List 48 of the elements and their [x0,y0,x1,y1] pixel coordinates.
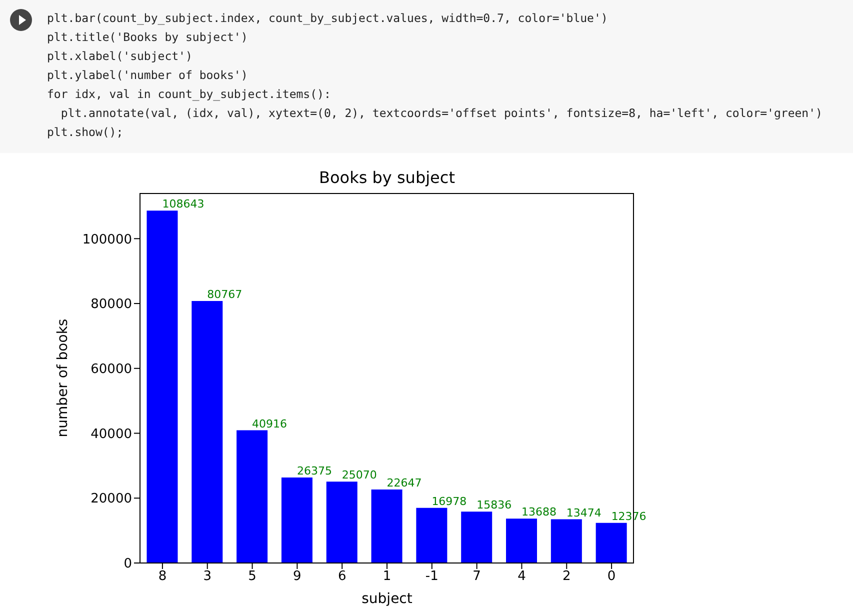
x-tick-label: 8 [158,569,167,584]
x-tick-label: -1 [425,569,438,584]
data-label: 40916 [252,417,288,430]
bar [371,490,402,563]
bar [461,512,492,563]
data-label: 16978 [432,494,467,508]
x-tick-label: 1 [382,569,392,584]
y-tick-label: 40000 [90,426,132,442]
bar [326,482,358,563]
y-axis-title: number of books [54,318,71,438]
bar [506,518,538,563]
data-label: 13688 [522,506,557,519]
chart-title: Books by subject [318,168,456,187]
y-tick-label: 80000 [90,297,132,312]
bar [146,210,178,563]
bar [236,430,268,563]
data-label: 108643 [162,198,204,211]
data-label: 22647 [386,476,422,490]
data-label: 15836 [476,498,512,512]
x-axis-title: subject [362,591,413,607]
text: for idx, val in count_by_subject.items(): [47,86,332,103]
x-tick-label: 9 [293,569,302,584]
x-tick-label: 5 [248,569,256,584]
y-tick-label: 0 [124,556,132,572]
bar [596,522,627,563]
bar [416,508,448,563]
text: plt.bar(count_by_subject.index, count_by_subject.values, width=0.7, color='blue') [47,10,609,27]
bar [281,477,312,563]
text: plt.xlabel('subject') [47,48,194,65]
text: plt.show(); [47,124,124,141]
bar [550,519,582,563]
y-tick-label: 100000 [82,232,132,248]
text: plt.title('Books by subject') [47,29,249,46]
bar [192,301,223,563]
x-tick-label: 7 [472,569,481,584]
x-tick-label: 3 [203,569,212,584]
data-label: 26375 [296,464,332,478]
x-tick-label: 6 [338,569,346,584]
y-tick-label: 60000 [90,362,132,378]
data-label: 13474 [566,506,602,520]
x-tick-label: 2 [562,569,571,584]
text: plt.ylabel('number of books') [47,67,249,84]
data-label: 80767 [207,288,242,302]
y-tick-label: 20000 [90,492,132,507]
text: plt.annotate(val, (idx, val), xytext=(0, 2), textcoords='offset points', fontsize=8, ha='left', color='green') [60,105,822,122]
x-tick-label: 0 [607,569,616,584]
x-tick-label: 4 [518,569,526,584]
data-label: 25070 [342,468,377,482]
